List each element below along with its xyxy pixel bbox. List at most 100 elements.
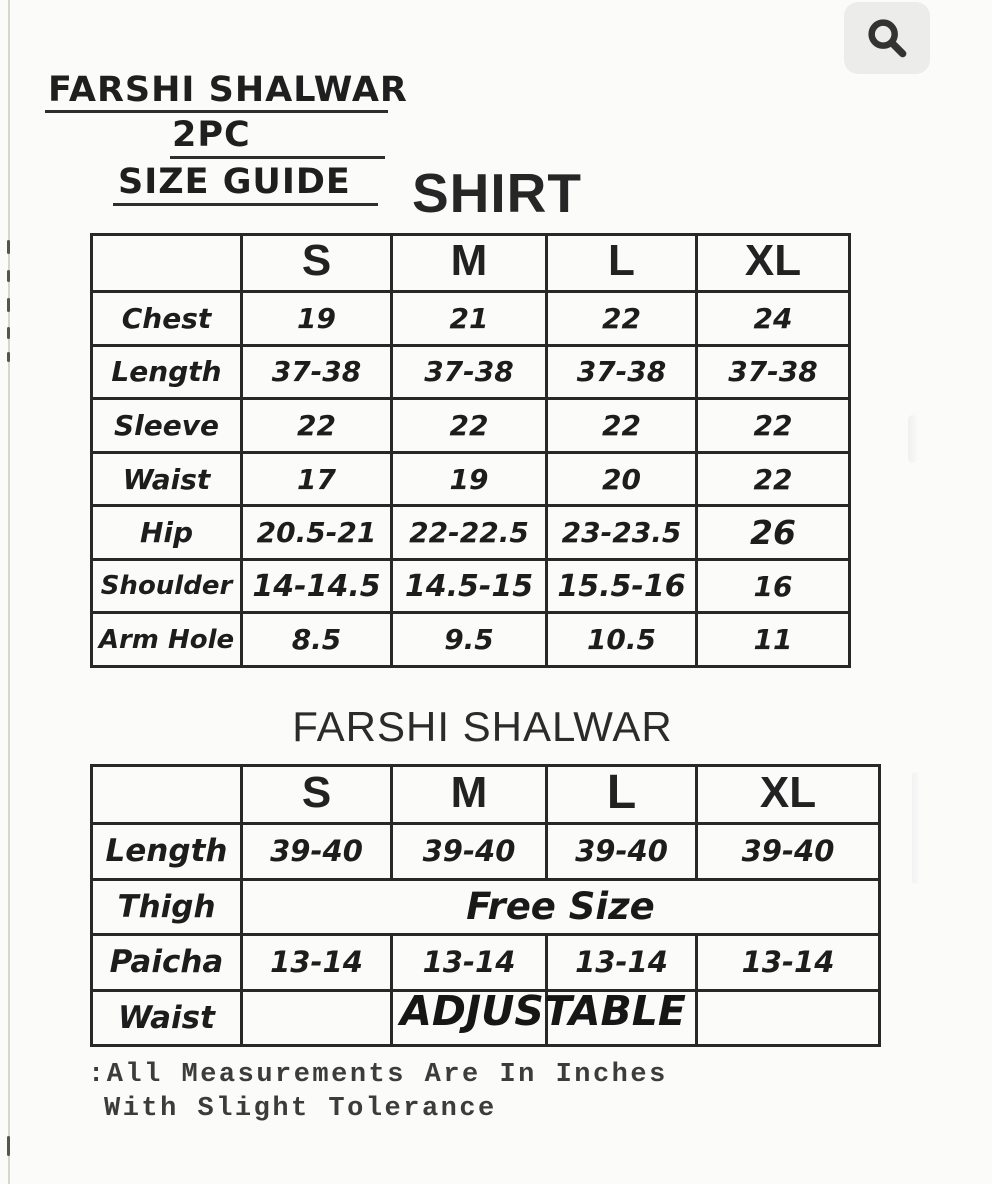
table-cell: 13-14 xyxy=(240,936,390,989)
table-cell: 39-40 xyxy=(545,825,695,878)
scan-edge-dash xyxy=(7,327,10,339)
table-cell: 13-14 xyxy=(545,936,695,989)
row-label: Shoulder xyxy=(100,571,233,602)
scan-edge-dash xyxy=(7,270,10,282)
table-row-chest: Chest 19 21 22 24 xyxy=(93,290,848,344)
merged-cell-free-size: Free Size xyxy=(240,880,878,933)
title-line-3: SIZE GUIDE xyxy=(118,162,351,202)
table-cell xyxy=(390,991,545,1044)
scan-smudge xyxy=(908,415,917,463)
row-label: Length xyxy=(111,355,222,389)
row-label: Chest xyxy=(121,301,212,335)
scan-edge-dash xyxy=(7,352,10,362)
column-header-m: M xyxy=(390,767,545,822)
table-cell: 24 xyxy=(695,293,848,344)
row-label: Thigh xyxy=(117,888,216,925)
table-cell: 22 xyxy=(240,400,390,451)
shalwar-table-title: FARSHI SHALWAR xyxy=(292,703,673,750)
zoom-button[interactable] xyxy=(844,2,930,74)
table-row-shoulder: Shoulder 14-14.5 14.5-15 15.5-16 16 xyxy=(93,557,848,612)
table-cell xyxy=(545,991,695,1044)
column-header-s: S xyxy=(240,236,390,290)
table-cell: 10.5 xyxy=(545,614,695,666)
table-row-waist: Waist xyxy=(93,988,878,1044)
table-row-length: Length 37-38 37-38 37-38 37-38 xyxy=(93,343,848,398)
table-cell: 23-23.5 xyxy=(545,507,695,558)
table-row-sleeve: Sleeve 22 22 22 22 xyxy=(93,397,848,451)
row-label: Sleeve xyxy=(114,408,219,442)
table-row-hip: Hip 20.5-21 22-22.5 23-23.5 26 xyxy=(93,504,848,558)
table-cell: 37-38 xyxy=(240,346,390,398)
title-underline xyxy=(45,110,388,113)
row-label: Hip xyxy=(139,516,194,550)
table-corner-cell xyxy=(93,767,240,822)
scan-edge-dash xyxy=(7,298,10,312)
shirt-size-table: S M L XL Chest 19 21 22 24 Length 37-38 … xyxy=(90,233,851,668)
table-cell: 39-40 xyxy=(240,825,390,878)
title-underline xyxy=(170,156,385,159)
table-cell: 20 xyxy=(545,453,695,505)
table-row-paicha: Paicha 13-14 13-14 13-14 13-14 xyxy=(93,933,878,989)
magnifier-icon xyxy=(864,15,910,61)
title-line-2: 2PC xyxy=(172,115,251,155)
table-cell: 13-14 xyxy=(390,936,545,989)
row-label: Length xyxy=(105,833,228,870)
scan-smudge xyxy=(912,772,919,884)
column-header-m: M xyxy=(390,236,545,290)
table-cell: 13-14 xyxy=(695,936,878,989)
row-label: Waist xyxy=(118,999,215,1036)
table-cell: 22-22.5 xyxy=(390,507,545,558)
note-line-2: With Slight Tolerance xyxy=(104,1094,497,1124)
measurement-note: :All Measurements Are In Inches With Sli… xyxy=(88,1058,668,1126)
shirt-table-title: SHIRT xyxy=(412,162,582,224)
column-header-l: L xyxy=(545,236,695,290)
table-cell: 39-40 xyxy=(695,825,878,878)
note-line-1: :All Measurements Are In Inches xyxy=(88,1060,668,1090)
row-label: Arm Hole xyxy=(98,624,235,655)
table-row-thigh: Thigh Free Size xyxy=(93,877,878,933)
table-cell: 22 xyxy=(545,400,695,451)
table-cell: 19 xyxy=(390,453,545,505)
table-row-armhole: Arm Hole 8.5 9.5 10.5 11 xyxy=(93,611,848,666)
scan-edge-line xyxy=(8,0,10,1184)
table-cell: 21 xyxy=(390,293,545,344)
table-cell: 17 xyxy=(240,453,390,505)
shalwar-size-table: S M L XL Length 39-40 39-40 39-40 39-40 … xyxy=(90,764,881,1047)
scan-edge-dash xyxy=(7,1136,10,1156)
table-cell: 16 xyxy=(695,560,848,612)
table-cell: 26 xyxy=(695,507,848,558)
table-cell: 22 xyxy=(545,293,695,344)
title-underline xyxy=(113,203,378,206)
table-corner-cell xyxy=(93,236,240,290)
table-cell: 22 xyxy=(390,400,545,451)
table-cell: 14-14.5 xyxy=(240,560,390,612)
table-cell: 14.5-15 xyxy=(390,560,545,612)
table-cell: 22 xyxy=(695,453,848,505)
table-cell: 37-38 xyxy=(545,346,695,398)
row-label: Paicha xyxy=(109,944,224,981)
table-cell xyxy=(695,991,878,1044)
table-cell: 8.5 xyxy=(240,614,390,666)
column-header-s: S xyxy=(240,767,390,822)
table-cell: 22 xyxy=(695,400,848,451)
table-cell: 20.5-21 xyxy=(240,507,390,558)
table-header-row: S M L XL xyxy=(93,236,848,290)
table-cell: 11 xyxy=(695,614,848,666)
table-cell: 9.5 xyxy=(390,614,545,666)
table-cell: 19 xyxy=(240,293,390,344)
table-cell: 37-38 xyxy=(695,346,848,398)
table-header-row: S M L XL xyxy=(93,766,878,822)
column-header-l: L xyxy=(545,766,695,822)
title-line-1: FARSHI SHALWAR xyxy=(48,70,408,110)
table-row-length: Length 39-40 39-40 39-40 39-40 xyxy=(93,822,878,878)
table-cell: 37-38 xyxy=(390,346,545,398)
column-header-xl: XL xyxy=(695,767,878,822)
column-header-xl: XL xyxy=(695,236,848,290)
table-row-waist: Waist 17 19 20 22 xyxy=(93,450,848,505)
scan-edge-dash xyxy=(7,240,10,254)
table-cell: 39-40 xyxy=(390,825,545,878)
table-cell xyxy=(240,991,390,1044)
table-cell: 15.5-16 xyxy=(545,560,695,612)
row-label: Waist xyxy=(122,462,211,496)
